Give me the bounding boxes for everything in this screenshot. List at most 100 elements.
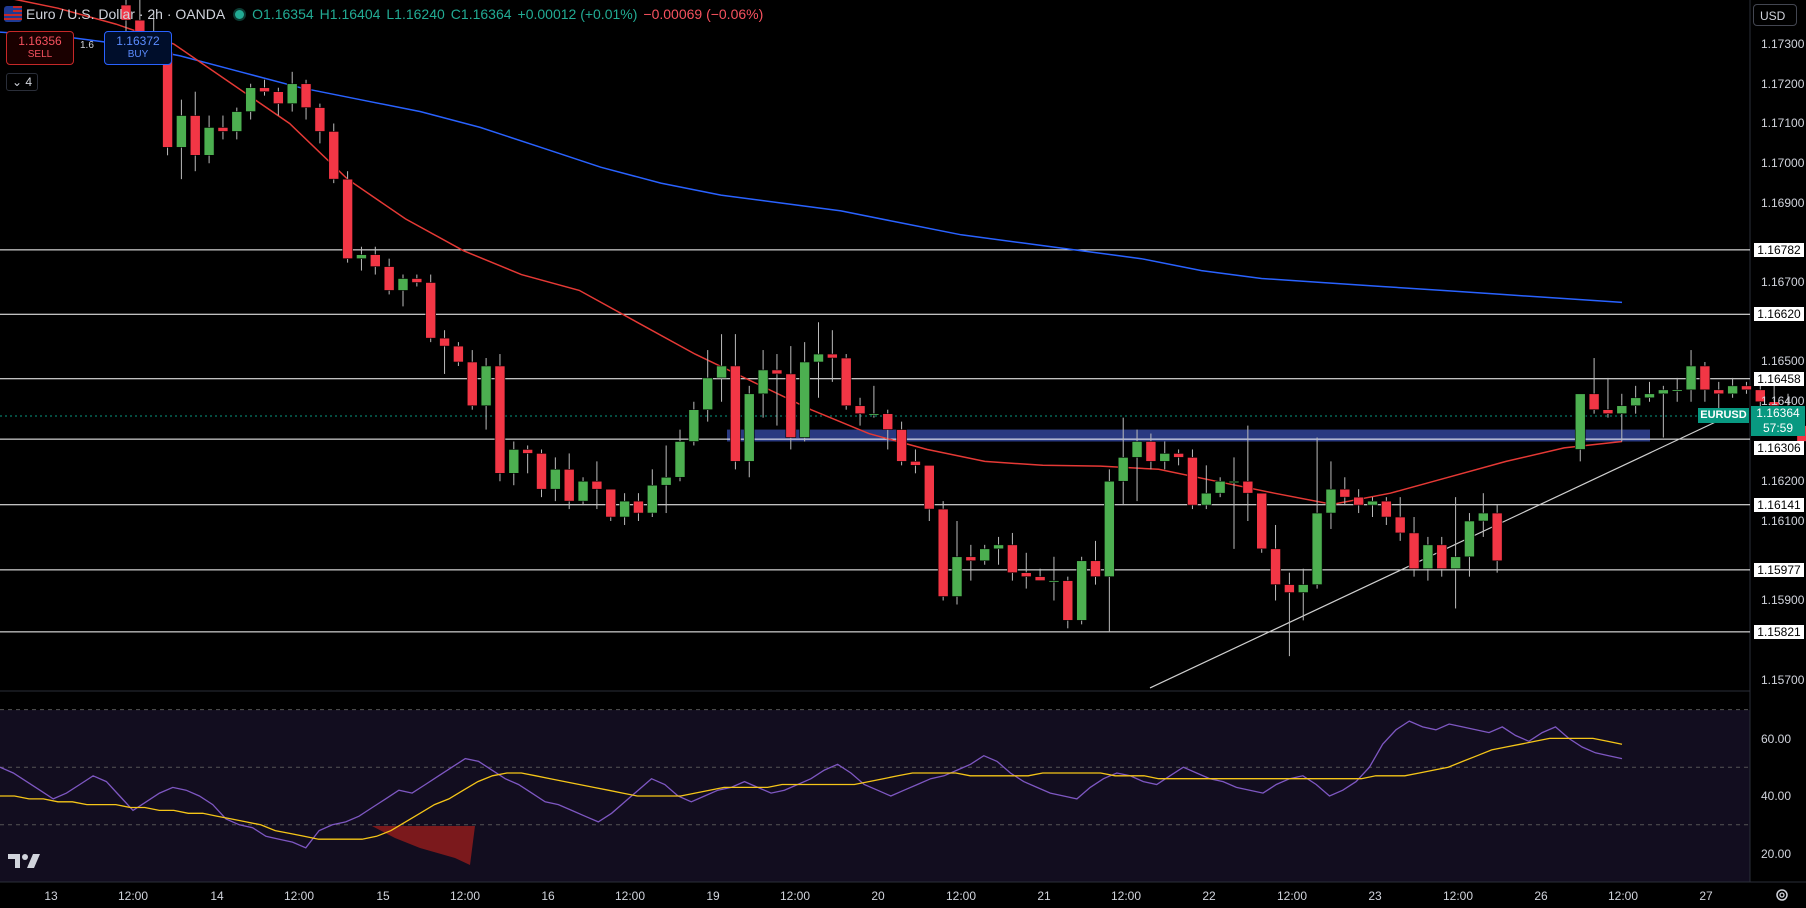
candle[interactable] — [882, 409, 894, 450]
candle[interactable] — [550, 457, 561, 502]
candle[interactable] — [1353, 489, 1364, 514]
buy-button[interactable]: 1.16372 BUY — [104, 31, 172, 65]
candle[interactable] — [1187, 449, 1198, 510]
candle[interactable] — [605, 488, 617, 521]
candle[interactable] — [1422, 536, 1434, 581]
candle[interactable] — [1201, 465, 1212, 510]
candle[interactable] — [1256, 492, 1267, 553]
candle[interactable] — [910, 449, 921, 474]
candle[interactable] — [1270, 524, 1281, 601]
candle[interactable] — [1131, 429, 1143, 502]
candle[interactable] — [743, 385, 755, 478]
candle[interactable] — [896, 421, 907, 466]
candle[interactable] — [480, 358, 492, 430]
candle[interactable] — [1367, 497, 1378, 518]
candle[interactable] — [1630, 385, 1641, 414]
candle[interactable] — [633, 493, 644, 521]
candle[interactable] — [1450, 497, 1461, 609]
candle[interactable] — [1020, 552, 1032, 589]
rsi-pane[interactable] — [0, 710, 1750, 882]
candle[interactable] — [300, 79, 312, 120]
candle[interactable] — [1491, 505, 1503, 573]
candle[interactable] — [702, 350, 714, 422]
candle[interactable] — [951, 521, 963, 605]
candle[interactable] — [716, 334, 727, 402]
candle[interactable] — [813, 322, 824, 398]
candle[interactable] — [1658, 385, 1669, 438]
candle[interactable] — [1311, 437, 1323, 589]
candle[interactable] — [1381, 497, 1392, 525]
candle[interactable] — [1602, 377, 1614, 418]
candle[interactable] — [508, 441, 520, 486]
candle[interactable] — [245, 83, 256, 120]
candle[interactable] — [1090, 540, 1101, 585]
candle[interactable] — [730, 334, 741, 470]
candle[interactable] — [425, 274, 437, 343]
candle[interactable] — [439, 330, 450, 374]
candle[interactable] — [1339, 477, 1351, 506]
candle[interactable] — [799, 342, 810, 442]
candle[interactable] — [868, 385, 880, 418]
candle[interactable] — [453, 342, 464, 366]
sell-button[interactable]: 1.16356 SELL — [6, 31, 74, 65]
candle[interactable] — [771, 354, 783, 426]
candle[interactable] — [1228, 457, 1240, 549]
gear-icon[interactable] — [1774, 887, 1790, 908]
rsi-moving-average-line[interactable] — [0, 737, 1623, 840]
moving-average-slow[interactable] — [0, 31, 1623, 304]
candle[interactable] — [1394, 497, 1406, 541]
symbol-legend[interactable]: Euro / U.S. Dollar · 2h · OANDA O1.16354… — [0, 0, 763, 28]
candle[interactable] — [1214, 477, 1226, 498]
candle[interactable] — [1741, 381, 1752, 394]
candle[interactable] — [1242, 425, 1254, 521]
candle[interactable] — [120, 0, 132, 37]
candle[interactable] — [854, 397, 866, 426]
candle[interactable] — [1685, 350, 1697, 402]
currency-selector[interactable]: USD — [1753, 4, 1797, 26]
candle[interactable] — [1007, 532, 1018, 581]
candle[interactable] — [923, 465, 935, 521]
candle[interactable] — [1588, 358, 1600, 414]
candle[interactable] — [328, 123, 340, 184]
candle[interactable] — [411, 274, 423, 287]
candle[interactable] — [1408, 517, 1420, 577]
candle[interactable] — [1062, 576, 1074, 629]
candle[interactable] — [785, 346, 797, 450]
symbol-title[interactable]: Euro / U.S. Dollar · 2h · OANDA — [26, 6, 226, 22]
candle[interactable] — [688, 401, 700, 446]
candle[interactable] — [397, 274, 409, 307]
candle[interactable] — [840, 354, 852, 410]
candle[interactable] — [273, 87, 284, 116]
candle[interactable] — [1616, 393, 1628, 442]
candle[interactable] — [176, 99, 187, 180]
candle[interactable] — [1117, 417, 1129, 506]
candle[interactable] — [646, 469, 658, 518]
support-zone[interactable] — [727, 429, 1650, 442]
candle[interactable] — [1159, 441, 1171, 470]
candle[interactable] — [536, 449, 547, 498]
candle[interactable] — [965, 544, 977, 581]
candle[interactable] — [577, 477, 589, 506]
candle[interactable] — [494, 354, 506, 482]
candle[interactable] — [286, 71, 298, 112]
candle[interactable] — [189, 91, 201, 172]
candle[interactable] — [1713, 381, 1725, 410]
candle[interactable] — [1145, 433, 1157, 470]
candle[interactable] — [466, 350, 478, 410]
candle[interactable] — [383, 258, 395, 295]
candle[interactable] — [1464, 513, 1475, 577]
candle[interactable] — [203, 115, 215, 164]
candle[interactable] — [1173, 449, 1184, 466]
candle[interactable] — [1478, 493, 1489, 537]
rsi-line[interactable] — [0, 720, 1623, 849]
candle[interactable] — [1644, 381, 1655, 402]
candle[interactable] — [342, 171, 353, 263]
candle[interactable] — [1671, 377, 1683, 402]
candle[interactable] — [757, 350, 769, 418]
candle[interactable] — [591, 461, 603, 510]
candle[interactable] — [993, 536, 1004, 565]
candle[interactable] — [827, 330, 838, 382]
candle[interactable] — [1104, 469, 1115, 633]
candle[interactable] — [1325, 461, 1337, 529]
price-pane[interactable] — [0, 0, 1750, 700]
